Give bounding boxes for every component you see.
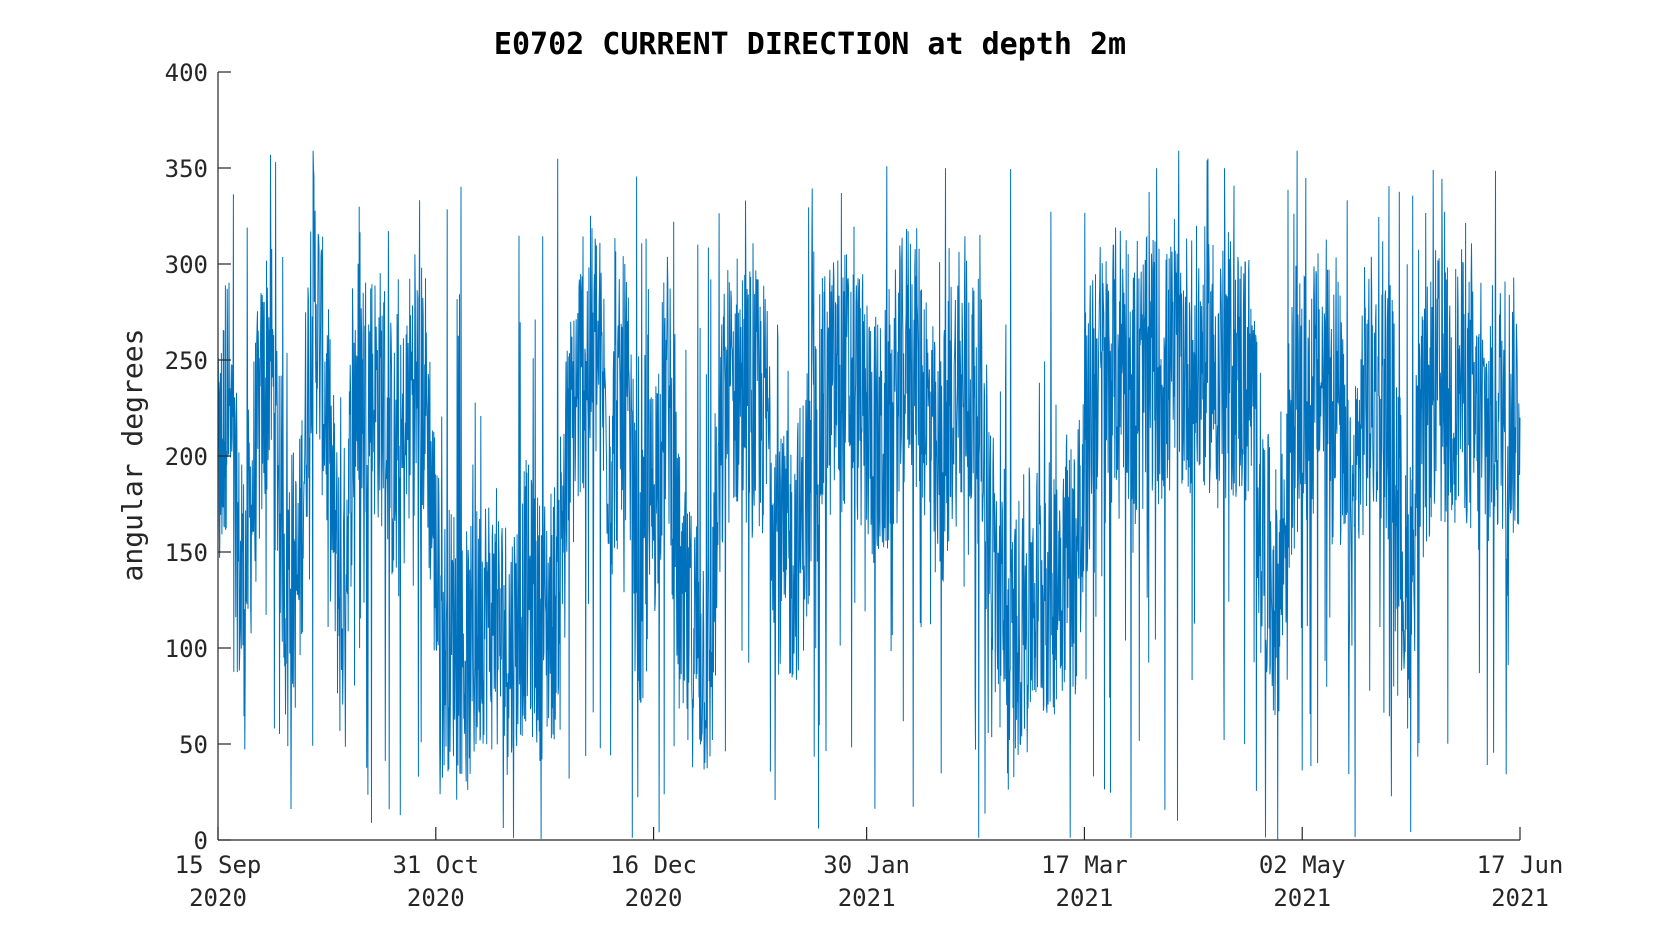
x-tick-label-year: 2021: [1273, 884, 1331, 912]
x-tick-label-date: 15 Sep: [175, 851, 262, 879]
series-layer: [217, 150, 1521, 840]
x-tick-label-year: 2021: [838, 884, 896, 912]
chart-title: E0702 CURRENT DIRECTION at depth 2m: [494, 27, 1126, 62]
y-tick-label: 0: [194, 827, 208, 855]
y-tick-label: 100: [165, 635, 208, 663]
x-tick-label-date: 17 Mar: [1041, 851, 1128, 879]
y-tick-label: 250: [165, 347, 208, 375]
x-tick-label-year: 2020: [407, 884, 465, 912]
y-axis-label: angular degrees: [116, 329, 149, 582]
x-tick-label-date: 17 Jun: [1477, 851, 1564, 879]
x-tick-label-date: 16 Dec: [610, 851, 697, 879]
x-tick-label-year: 2021: [1491, 884, 1549, 912]
x-tick-label-year: 2020: [189, 884, 247, 912]
x-tick-label-date: 02 May: [1259, 851, 1346, 879]
x-tick-label-year: 2021: [1056, 884, 1114, 912]
y-tick-label: 350: [165, 155, 208, 183]
x-tick-label-date: 30 Jan: [823, 851, 910, 879]
y-tick-label: 150: [165, 539, 208, 567]
x-tick-label-year: 2020: [625, 884, 683, 912]
series-line: [217, 150, 1521, 840]
y-tick-label: 400: [165, 59, 208, 87]
y-tick-label: 200: [165, 443, 208, 471]
y-tick-label: 300: [165, 251, 208, 279]
x-ticks: 15 Sep 2020 31 Oct 2020 16 Dec 2020 30 Jan 2021…: [175, 827, 1564, 912]
y-ticks: 0 50 100 150 200 250 300 350 400: [165, 59, 231, 855]
x-tick-label-date: 31 Oct: [392, 851, 479, 879]
y-tick-label: 50: [179, 731, 208, 759]
